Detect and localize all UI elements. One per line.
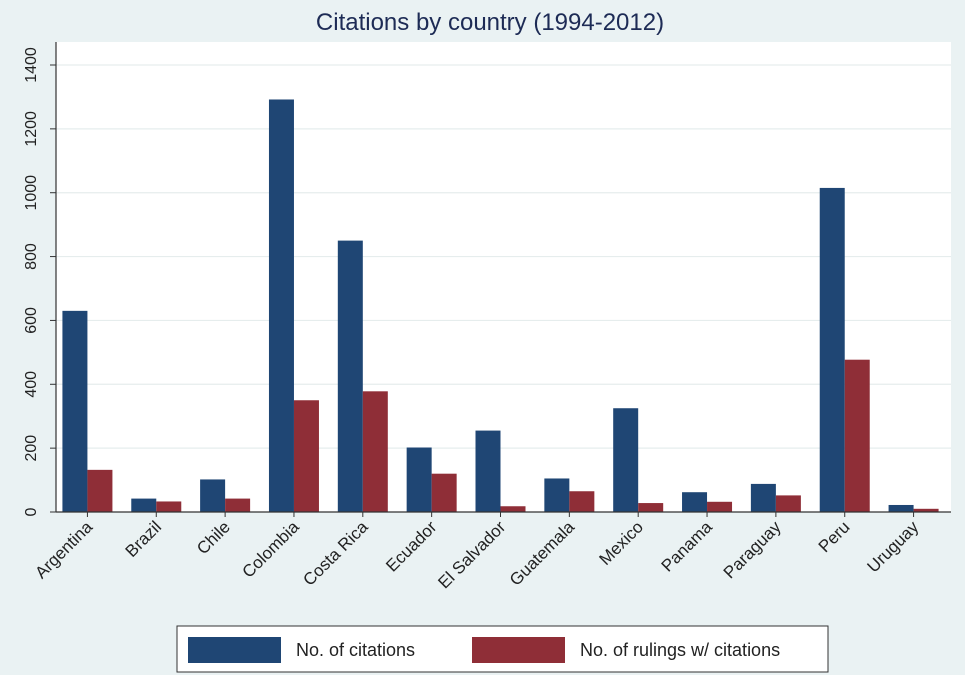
bar-citations: [406, 447, 432, 512]
x-category-label: Argentina: [31, 517, 96, 582]
bar-rulings: [225, 498, 251, 512]
bar-rulings: [87, 469, 113, 512]
plot-area: [56, 42, 951, 512]
bar-citations: [888, 504, 914, 512]
bar-citations: [337, 240, 363, 512]
gridlines: [56, 64, 951, 449]
bar-rulings: [913, 508, 939, 512]
bar-citations: [682, 492, 708, 512]
x-category-label: Chile: [193, 517, 234, 558]
bar-rulings: [500, 506, 526, 512]
x-category-label: Uruguay: [864, 517, 923, 576]
legend-swatch-citations: [188, 637, 281, 663]
bar-citations: [268, 99, 294, 513]
x-category-label: Paraguay: [720, 517, 785, 582]
x-category-label: Peru: [815, 517, 854, 556]
bars: [62, 99, 939, 513]
bar-rulings: [775, 495, 801, 512]
y-tick-label: 0: [23, 507, 40, 516]
bar-rulings: [569, 491, 595, 512]
x-category-label: Panama: [658, 517, 717, 576]
bar-citations: [200, 479, 226, 512]
y-tick-label: 1000: [23, 175, 40, 211]
bar-rulings: [362, 391, 388, 512]
bar-citations: [613, 408, 639, 512]
bar-citations: [819, 187, 845, 513]
x-category-label: Brazil: [122, 517, 165, 560]
bar-rulings: [431, 473, 457, 512]
bar-rulings: [844, 359, 870, 512]
y-axis-ticks: 0 200 400 600 800 1000 1200 1400: [23, 47, 56, 516]
y-tick-label: 1200: [23, 111, 40, 147]
x-category-label: El Salvador: [434, 517, 509, 592]
bar-citations: [544, 478, 570, 512]
bar-rulings: [293, 400, 319, 512]
x-category-label: Colombia: [239, 517, 304, 582]
bar-citations: [475, 430, 501, 512]
legend-label-rulings: No. of rulings w/ citations: [580, 640, 780, 660]
bar-rulings: [638, 503, 664, 512]
x-category-label: Guatemala: [506, 517, 579, 590]
legend-label-citations: No. of citations: [296, 640, 415, 660]
x-category-label: Ecuador: [382, 517, 440, 575]
bar-rulings: [707, 501, 733, 512]
bar-rulings: [156, 501, 182, 512]
y-tick-label: 600: [23, 307, 40, 334]
y-tick-label: 400: [23, 371, 40, 398]
y-tick-label: 1400: [23, 47, 40, 83]
bar-citations: [131, 498, 157, 512]
x-category-label: Costa Rica: [299, 517, 372, 590]
bar-citations: [750, 483, 776, 512]
bar-citations: [62, 310, 88, 512]
y-tick-label: 200: [23, 435, 40, 462]
x-category-label: Mexico: [596, 517, 648, 569]
chart-title: Citations by country (1994-2012): [316, 9, 664, 36]
y-tick-label: 800: [23, 243, 40, 270]
legend: No. of citations No. of rulings w/ citat…: [176, 625, 829, 673]
legend-swatch-rulings: [472, 637, 565, 663]
